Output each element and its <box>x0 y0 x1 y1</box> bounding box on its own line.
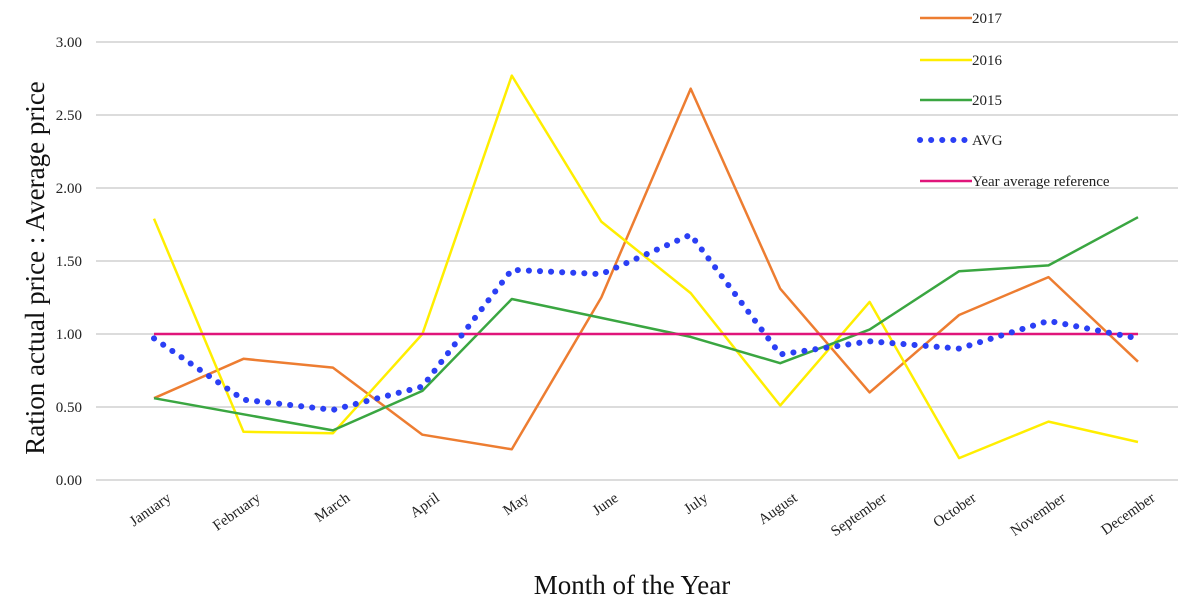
y-tick-label: 2.50 <box>56 108 82 124</box>
x-axis-ticks: January February March April May June July Augu… <box>127 490 1158 540</box>
series-line-2017 <box>153 87 1139 451</box>
x-tick-label: June <box>590 490 622 519</box>
x-tick-label: August <box>756 490 801 528</box>
y-tick-label: 1.00 <box>56 327 82 343</box>
y-tick-label: 2.00 <box>56 181 82 197</box>
x-axis-title: Month of the Year <box>534 570 731 600</box>
y-tick-label: 1.50 <box>56 254 82 270</box>
x-tick-label: February <box>210 490 264 534</box>
legend-label: 2015 <box>972 93 1002 109</box>
y-tick-label: 0.00 <box>56 473 82 489</box>
x-tick-label: October <box>931 490 980 531</box>
x-tick-label: November <box>1008 490 1069 539</box>
y-axis-ticks: 0.00 0.50 1.00 1.50 2.00 2.50 3.00 <box>56 35 82 489</box>
legend-label: 2017 <box>972 11 1003 27</box>
series-line-2015 <box>153 216 1139 432</box>
legend-label: AVG <box>972 133 1003 149</box>
legend-label: 2016 <box>972 53 1003 69</box>
x-tick-label: September <box>828 490 890 540</box>
x-tick-label: March <box>312 490 354 526</box>
y-tick-label: 3.00 <box>56 35 82 51</box>
x-tick-label: December <box>1099 490 1159 538</box>
series-lines <box>151 74 1141 460</box>
x-tick-label: April <box>408 490 443 521</box>
x-tick-label: July <box>681 490 711 518</box>
legend-label: Year average reference <box>972 174 1110 190</box>
series-line-2016 <box>152 74 1139 460</box>
x-tick-label: May <box>500 490 532 519</box>
legend: 2017 2016 2015 AVG Year average reference <box>917 11 1110 190</box>
series-line-avg <box>151 231 1141 413</box>
y-tick-label: 0.50 <box>56 400 82 416</box>
y-axis-title: Ration actual price : Average price <box>20 81 50 455</box>
x-tick-label: January <box>127 490 175 530</box>
